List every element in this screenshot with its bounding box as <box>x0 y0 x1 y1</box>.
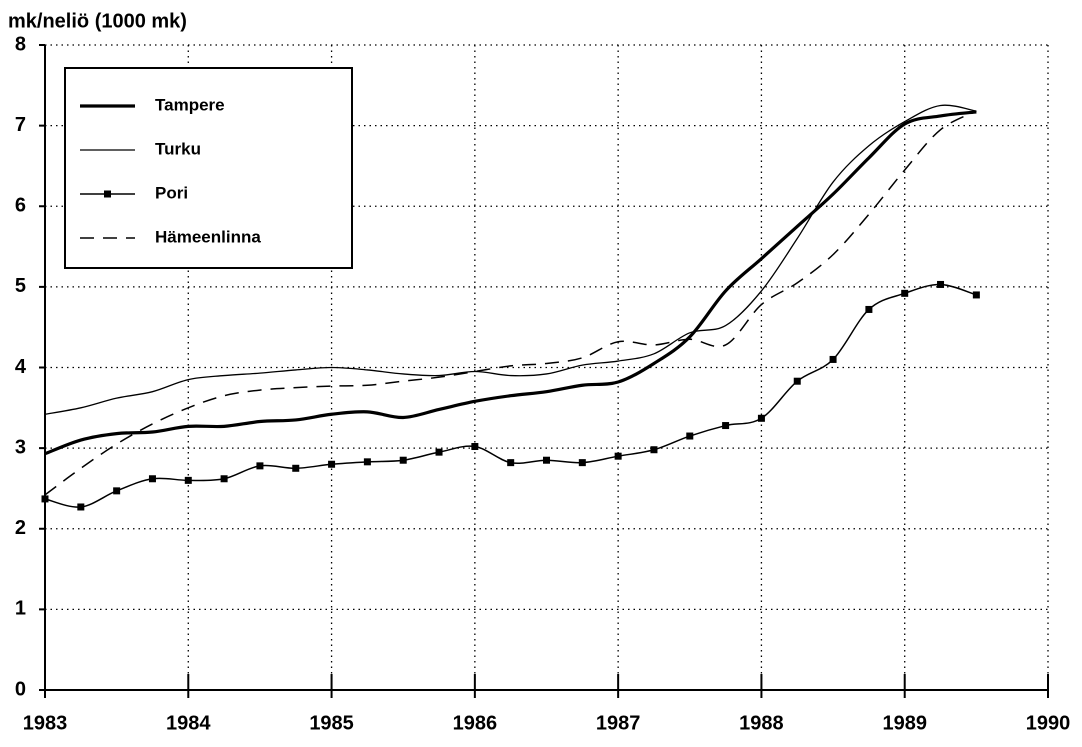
legend: Tampere Turku Pori Hämeenlinna <box>64 67 353 269</box>
point-marker <box>148 475 156 483</box>
series-line <box>44 110 977 456</box>
point-marker <box>292 464 300 472</box>
legend-label: Pori <box>155 183 188 202</box>
point-marker <box>256 462 264 470</box>
y-axis-label: mk/neliö (1000 mk) <box>8 10 187 32</box>
point-marker <box>363 458 371 466</box>
point-marker <box>184 476 192 484</box>
x-tick-label: 1984 <box>166 712 211 734</box>
point-marker <box>578 459 586 467</box>
point-marker <box>829 355 837 363</box>
point-marker <box>41 495 49 503</box>
y-tick-label: 1 <box>15 598 26 620</box>
x-tick-label: 1987 <box>596 712 641 734</box>
y-tick-label: 6 <box>15 195 26 217</box>
x-tick-label: 1983 <box>23 712 68 734</box>
point-marker <box>865 305 873 313</box>
point-marker <box>614 452 622 460</box>
x-tick-label: 1990 <box>1026 712 1071 734</box>
series-line <box>44 104 977 415</box>
x-tick-label: 1988 <box>739 712 784 734</box>
point-marker <box>793 377 801 385</box>
point-marker <box>650 446 658 454</box>
point-marker <box>686 432 694 440</box>
point-marker <box>328 460 336 468</box>
point-marker <box>901 289 909 297</box>
legend-label: Tampere <box>155 95 225 114</box>
legend-box <box>64 67 353 269</box>
x-tick-label: 1989 <box>882 712 927 734</box>
point-marker <box>113 487 121 495</box>
point-marker <box>435 448 443 456</box>
y-tick-label: 4 <box>15 356 27 378</box>
point-marker <box>543 456 550 464</box>
y-tick-label: 0 <box>15 678 26 700</box>
y-tick-label: 8 <box>15 33 26 55</box>
point-marker <box>220 475 228 483</box>
point-marker <box>722 422 730 430</box>
series-line <box>44 110 977 496</box>
point-marker <box>77 503 85 511</box>
legend-label: Turku <box>155 139 201 158</box>
point-marker <box>937 280 945 288</box>
y-tick-label: 5 <box>15 275 26 297</box>
y-tick-label: 2 <box>15 517 26 539</box>
x-tick-label: 1985 <box>309 712 354 734</box>
point-marker <box>471 443 479 451</box>
y-tick-label: 3 <box>15 436 26 458</box>
point-marker <box>757 414 765 422</box>
point-marker <box>972 291 980 299</box>
legend-label: Hämeenlinna <box>155 227 261 246</box>
point-marker <box>399 456 407 464</box>
y-tick-label: 7 <box>15 114 26 136</box>
x-tick-label: 1986 <box>453 712 498 734</box>
legend-marker <box>104 190 111 198</box>
point-marker <box>507 459 515 467</box>
